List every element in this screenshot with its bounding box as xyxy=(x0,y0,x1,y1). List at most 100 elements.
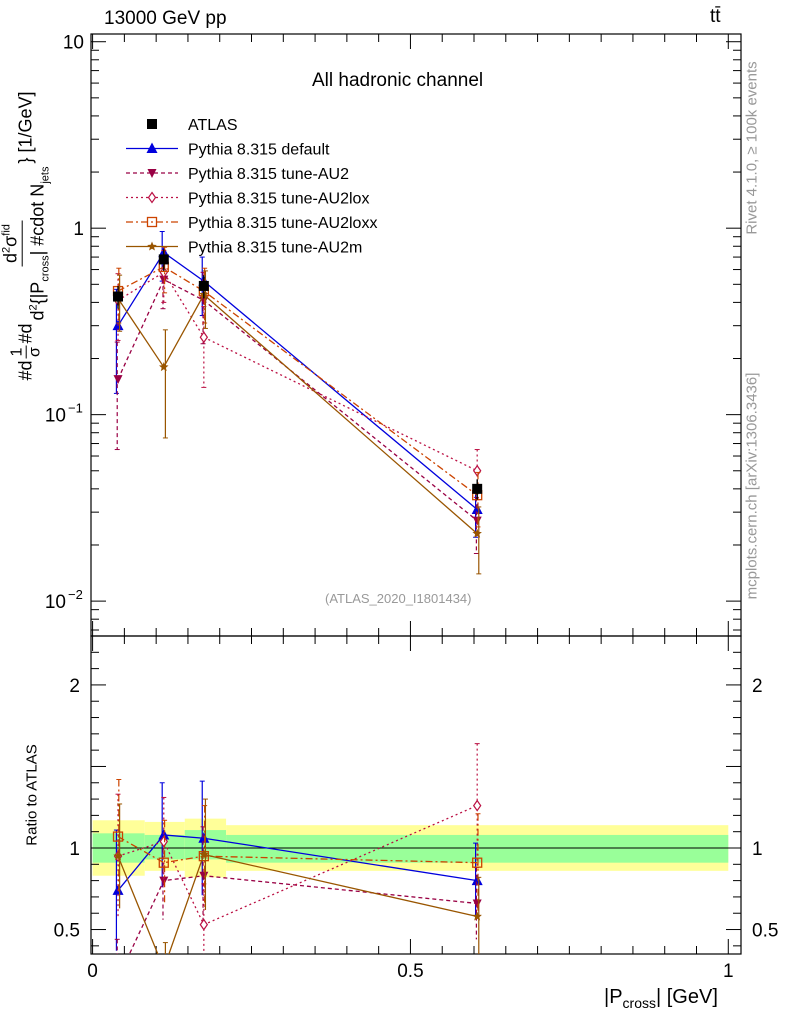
main-point xyxy=(199,331,209,344)
data-point xyxy=(198,280,209,291)
marker-diamond xyxy=(159,835,169,848)
marker-square xyxy=(472,483,483,494)
marker-triangle-up xyxy=(471,503,483,514)
mcplots-label: mcplots.cern.ch [arXiv:1306.3436] xyxy=(743,372,761,600)
ylabel-frac2-den: d2{|Pcross| #cdot Njets xyxy=(23,167,57,321)
legend-entry-4: Pythia 8.315 tune-AU2loxx xyxy=(126,215,377,232)
ylabel-prefix: #d xyxy=(15,360,36,381)
ratio-y-tick-label-right: 2 xyxy=(752,676,763,697)
marker-square xyxy=(158,254,169,265)
ratio-point xyxy=(199,918,209,931)
axis-ticks xyxy=(91,34,741,954)
main-y-tick-label: 10 xyxy=(63,33,84,54)
marker-triangle-up xyxy=(146,142,158,153)
marker-triangle-down xyxy=(113,375,123,385)
ylabel-den-cross: cross xyxy=(39,255,52,282)
x-tick-label: 0.5 xyxy=(397,961,423,982)
main-series-line xyxy=(117,266,478,496)
ratio-plot-frame xyxy=(90,635,742,955)
main-y-tick-exponent: −2 xyxy=(68,587,83,602)
process-label: tt̄ xyxy=(710,6,721,27)
marker-star xyxy=(472,528,482,538)
marker-triangle-down xyxy=(472,899,482,909)
ratio-series-line xyxy=(128,875,478,954)
marker-triangle-down xyxy=(147,169,157,178)
marker-triangle-up xyxy=(471,874,483,886)
main-point xyxy=(471,503,483,514)
main-series-line xyxy=(117,271,478,472)
legend-marker xyxy=(147,241,157,251)
main-series-line xyxy=(117,278,478,522)
main-point xyxy=(472,464,482,477)
marker-diamond xyxy=(199,918,209,931)
ylabel-den-n: | #cdot N xyxy=(27,183,48,256)
rivet-version-label: Rivet 4.1.0, ≥ 100k events xyxy=(743,61,761,235)
ratio-point xyxy=(199,871,209,881)
main-series-3 xyxy=(112,246,483,528)
marker-square xyxy=(113,291,124,302)
marker-triangle-down xyxy=(199,871,209,881)
ylabel-den-d: d xyxy=(27,310,48,321)
marker-star xyxy=(113,851,123,861)
ylabel-den-sup: 2 xyxy=(27,304,40,311)
main-series-line xyxy=(117,251,478,510)
ratio-y-axis-label: Ratio to ATLAS xyxy=(23,744,41,846)
ratio-point xyxy=(198,832,210,843)
ylabel-den-p: {|P xyxy=(27,281,48,305)
marker-diamond xyxy=(472,464,482,477)
marker-diamond xyxy=(159,266,169,279)
ratio-series-4 xyxy=(113,798,482,954)
ylabel-den-jets: jets xyxy=(39,166,52,184)
legend-label: Pythia 8.315 default xyxy=(188,142,330,159)
marker-star xyxy=(472,911,482,921)
xlabel-pre: |P xyxy=(604,986,623,1008)
ylabel-num-d: d xyxy=(0,252,21,263)
ratio-series-line xyxy=(117,853,478,954)
ratio-uncertainty-bands xyxy=(91,818,741,878)
chart-title: All hadronic channel xyxy=(312,70,484,91)
legend-entry-0: ATLAS xyxy=(147,117,238,134)
ylabel-suffix: } [1/GeV] xyxy=(15,91,36,164)
ylabel-num-sigma: σ xyxy=(0,235,21,247)
x-axis-label: |Pcross| [GeV] xyxy=(604,986,718,1011)
main-series-0 xyxy=(112,230,483,538)
ylabel-num-fid: fid xyxy=(0,224,13,236)
marker-star xyxy=(159,362,169,372)
legend-marker xyxy=(147,169,157,178)
ratio-point xyxy=(159,876,169,886)
data-point xyxy=(472,483,483,494)
main-y-tick-exponent: −1 xyxy=(68,401,83,416)
ylabel-prefix-d: #d xyxy=(15,323,36,344)
marker-square xyxy=(147,119,157,129)
legend-label: Pythia 8.315 tune-AU2lox xyxy=(188,191,369,208)
ylabel-frac1: 1 σ xyxy=(8,345,44,359)
ylabel-frac1-num: 1 xyxy=(8,345,27,359)
ratio-point xyxy=(472,911,482,921)
marker-square-open xyxy=(112,831,124,842)
ratio-point xyxy=(112,831,124,842)
ratio-y-tick-label-left: 1 xyxy=(69,839,80,860)
ratio-point xyxy=(472,857,483,868)
ratio-point xyxy=(472,899,482,909)
main-y-tick-label: 10 xyxy=(45,406,66,427)
legend-label: Pythia 8.315 tune-AU2 xyxy=(188,166,349,183)
marker-square xyxy=(198,280,209,291)
main-y-tick-label: 1 xyxy=(73,219,84,240)
data-point xyxy=(113,291,124,302)
ratio-y-tick-label-right: 0.5 xyxy=(752,921,778,942)
ratio-point xyxy=(471,874,483,886)
marker-star xyxy=(199,849,209,859)
marker-triangle-down xyxy=(159,275,169,285)
legend-marker xyxy=(147,119,157,129)
data-point xyxy=(158,254,169,265)
x-tick-label: 0 xyxy=(87,961,98,982)
legend-marker xyxy=(147,191,157,204)
ylabel-frac2-num: d2σfid xyxy=(0,220,23,267)
legend-entry-5: Pythia 8.315 tune-AU2m xyxy=(126,240,362,257)
ratio-y-tick-label-right: 1 xyxy=(752,839,763,860)
marker-diamond xyxy=(147,191,157,204)
marker-square-open xyxy=(472,857,483,868)
ylabel-frac2: d2σfid d2{|Pcross| #cdot Njets xyxy=(0,167,56,321)
marker-diamond xyxy=(199,331,209,344)
